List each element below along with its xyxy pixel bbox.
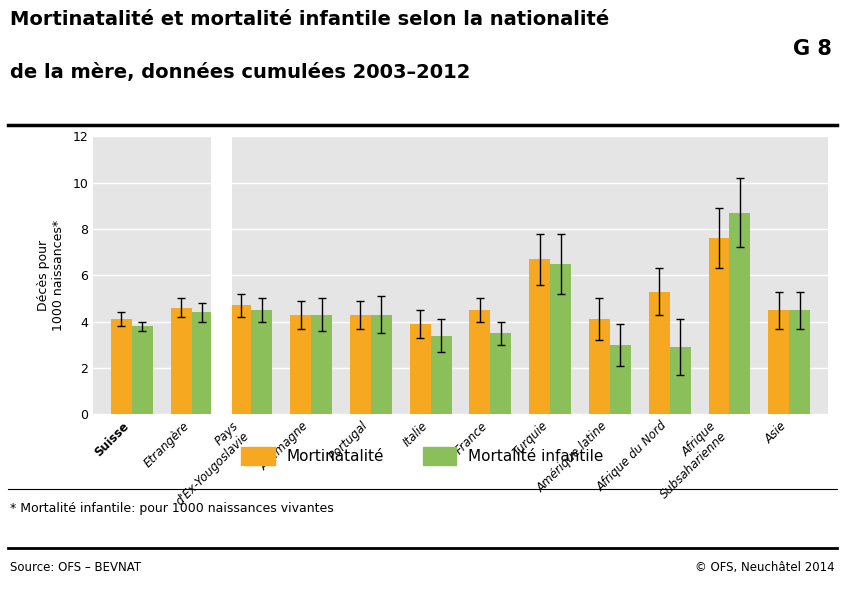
- Bar: [469, 310, 490, 414]
- Bar: [788, 310, 809, 414]
- Text: © OFS, Neuchâtel 2014: © OFS, Neuchâtel 2014: [695, 561, 834, 574]
- Bar: [490, 333, 511, 414]
- Text: Mortinatalité et mortalité infantile selon la nationalité: Mortinatalité et mortalité infantile sel…: [10, 11, 609, 30]
- Bar: [648, 291, 669, 414]
- Bar: [251, 310, 272, 414]
- Y-axis label: Décès pour
1000 naissances*: Décès pour 1000 naissances*: [37, 220, 65, 331]
- Bar: [588, 319, 609, 414]
- Bar: [132, 326, 153, 414]
- Bar: [210, 136, 232, 414]
- Bar: [230, 305, 251, 414]
- Bar: [192, 313, 212, 414]
- Bar: [669, 347, 690, 414]
- Bar: [349, 315, 371, 414]
- Text: Source: OFS – BEVNAT: Source: OFS – BEVNAT: [10, 561, 141, 574]
- Bar: [708, 238, 728, 414]
- Bar: [289, 315, 311, 414]
- Bar: [609, 345, 630, 414]
- Text: G 8: G 8: [793, 40, 831, 59]
- Bar: [170, 308, 192, 414]
- Bar: [409, 324, 430, 414]
- Bar: [767, 310, 788, 414]
- Bar: [549, 263, 571, 414]
- Bar: [371, 315, 392, 414]
- Text: de la mère, données cumulées 2003–2012: de la mère, données cumulées 2003–2012: [10, 63, 470, 82]
- Bar: [111, 319, 132, 414]
- Bar: [430, 336, 451, 414]
- Bar: [728, 213, 749, 414]
- Legend: Mortinatalité, Mortalité infantile: Mortinatalité, Mortalité infantile: [241, 447, 603, 465]
- Text: * Mortalité infantile: pour 1000 naissances vivantes: * Mortalité infantile: pour 1000 naissan…: [10, 502, 333, 515]
- Bar: [528, 259, 549, 414]
- Bar: [311, 315, 332, 414]
